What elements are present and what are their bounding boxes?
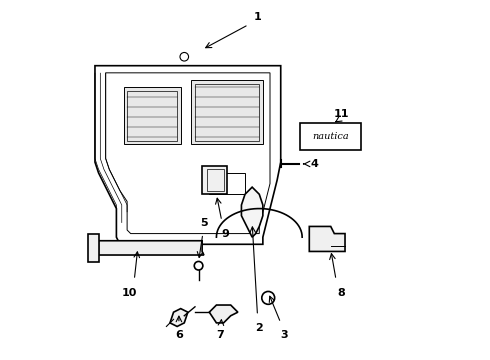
Text: 8: 8 — [338, 288, 345, 297]
Text: 11: 11 — [334, 109, 349, 119]
PathPatch shape — [202, 166, 227, 194]
PathPatch shape — [192, 80, 263, 144]
PathPatch shape — [309, 226, 345, 251]
Text: 5: 5 — [200, 218, 208, 228]
Text: 1: 1 — [254, 13, 261, 22]
Text: 6: 6 — [175, 330, 183, 341]
Polygon shape — [170, 309, 188, 327]
Text: 2: 2 — [255, 323, 263, 333]
PathPatch shape — [123, 87, 181, 144]
Text: 7: 7 — [216, 330, 224, 341]
Text: 3: 3 — [280, 330, 288, 341]
Polygon shape — [242, 187, 263, 237]
Polygon shape — [209, 305, 238, 323]
PathPatch shape — [88, 234, 98, 262]
Text: 10: 10 — [121, 288, 137, 297]
FancyBboxPatch shape — [300, 123, 361, 150]
Text: 9: 9 — [221, 229, 229, 239]
Text: 4: 4 — [311, 159, 319, 169]
Text: nautica: nautica — [312, 131, 349, 140]
PathPatch shape — [98, 241, 204, 255]
